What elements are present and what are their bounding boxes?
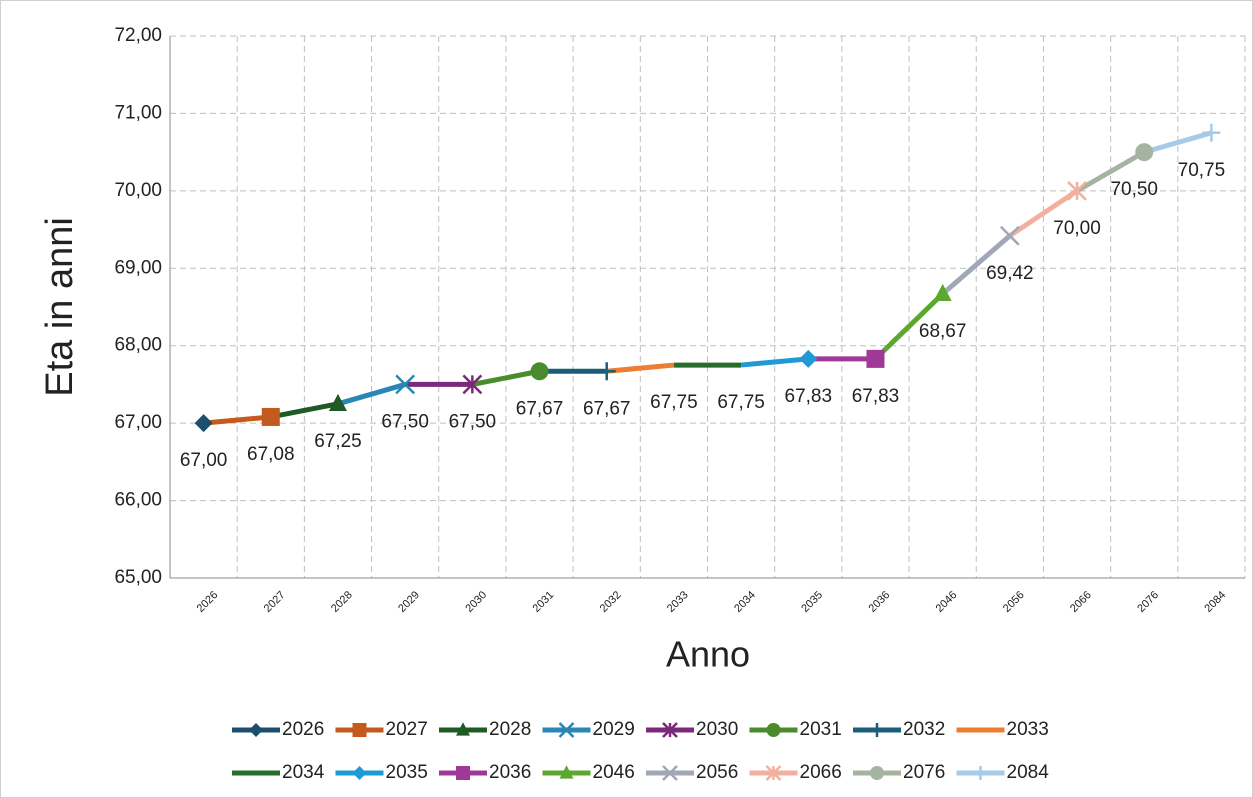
marker (866, 349, 885, 368)
legend-item: 2056 (646, 762, 738, 783)
y-tick-label: 71,00 (114, 102, 162, 123)
legend-item: 2031 (749, 719, 842, 740)
data-label: 67,75 (650, 392, 698, 413)
marker (662, 722, 678, 738)
legend-item: 2026 (232, 719, 324, 740)
series-line (270, 401, 339, 420)
marker (352, 766, 367, 780)
data-label: 67,00 (180, 450, 228, 471)
legend-label: 2028 (489, 719, 531, 740)
legend-item: 2084 (956, 762, 1050, 783)
series-line (606, 362, 675, 374)
marker (999, 225, 1020, 246)
legend-item: 2029 (542, 719, 635, 740)
marker (1202, 123, 1221, 142)
marker (456, 766, 470, 780)
marker (352, 723, 367, 737)
data-label: 70,00 (1053, 218, 1101, 239)
legend-label: 2036 (489, 762, 531, 783)
series-line (1075, 149, 1146, 194)
legend-item: 2030 (646, 719, 738, 740)
legend-label: 2032 (903, 719, 945, 740)
legend-label: 2027 (386, 719, 428, 740)
legend-label: 2029 (593, 719, 635, 740)
data-label: 70,50 (1110, 179, 1158, 200)
y-axis-title: Eta in anni (39, 217, 81, 397)
legend-label: 2030 (696, 719, 738, 740)
marker (597, 362, 616, 381)
data-label: 67,83 (785, 386, 833, 407)
legend-label: 2035 (386, 762, 428, 783)
legend-label: 2076 (903, 762, 945, 783)
legend-item: 2036 (439, 762, 531, 783)
marker (194, 414, 213, 433)
data-label: 70,75 (1178, 160, 1226, 181)
marker (462, 374, 483, 395)
marker (559, 765, 574, 779)
marker (395, 374, 416, 395)
marker (662, 765, 678, 781)
legend-item: 2033 (956, 719, 1049, 740)
marker (766, 723, 781, 737)
data-label: 67,50 (449, 411, 497, 432)
legend-label: 2031 (800, 719, 842, 740)
marker (261, 407, 280, 426)
series-line (873, 292, 945, 361)
marker (933, 283, 952, 302)
y-tick-label: 68,00 (114, 335, 162, 356)
y-tick-label: 70,00 (114, 180, 162, 201)
marker (530, 362, 549, 381)
y-tick-label: 72,00 (114, 25, 162, 46)
x-axis-title: Anno (666, 634, 750, 675)
data-label: 67,25 (314, 431, 362, 452)
legend-item: 2028 (439, 719, 531, 740)
data-label: 69,42 (986, 263, 1034, 284)
legend-item: 2032 (853, 719, 945, 740)
data-label: 68,67 (919, 321, 967, 342)
legend-label: 2033 (1007, 719, 1049, 740)
legend-item: 2066 (749, 762, 842, 783)
y-tick-label: 69,00 (114, 257, 162, 278)
marker (765, 765, 782, 781)
data-label: 67,50 (381, 411, 429, 432)
data-label: 67,83 (852, 386, 900, 407)
y-tick-label: 67,00 (114, 412, 162, 433)
marker (249, 723, 263, 737)
data-label: 67,75 (717, 392, 765, 413)
y-tick-label: 66,00 (114, 490, 162, 511)
series-line (740, 356, 809, 368)
legend-item: 2034 (232, 762, 325, 783)
marker (1067, 180, 1087, 201)
series-line (471, 368, 541, 387)
series-line (1008, 188, 1079, 238)
marker (328, 393, 347, 411)
legend-label: 2046 (593, 762, 635, 783)
y-tick-label: 65,00 (114, 567, 162, 588)
data-label: 67,08 (247, 444, 295, 465)
data-label: 67,67 (516, 398, 564, 419)
legend-item: 2076 (853, 762, 945, 783)
legend-label: 2034 (282, 762, 325, 783)
series-line (1143, 130, 1213, 155)
marker (973, 766, 988, 780)
marker (870, 766, 884, 780)
series-line (337, 382, 406, 407)
legend-item: 2035 (335, 762, 428, 783)
legend-item: 2046 (542, 762, 635, 783)
legend-label: 2084 (1007, 762, 1050, 783)
marker (1135, 143, 1154, 162)
marker (799, 349, 818, 368)
legend-label: 2026 (282, 719, 324, 740)
marker (456, 722, 470, 736)
legend-label: 2066 (800, 762, 842, 783)
marker (870, 723, 884, 737)
marker (558, 722, 575, 738)
series-line (941, 233, 1012, 296)
data-label: 67,67 (583, 398, 631, 419)
legend-item: 2027 (335, 719, 428, 740)
series-line (203, 414, 272, 426)
legend-label: 2056 (696, 762, 738, 783)
